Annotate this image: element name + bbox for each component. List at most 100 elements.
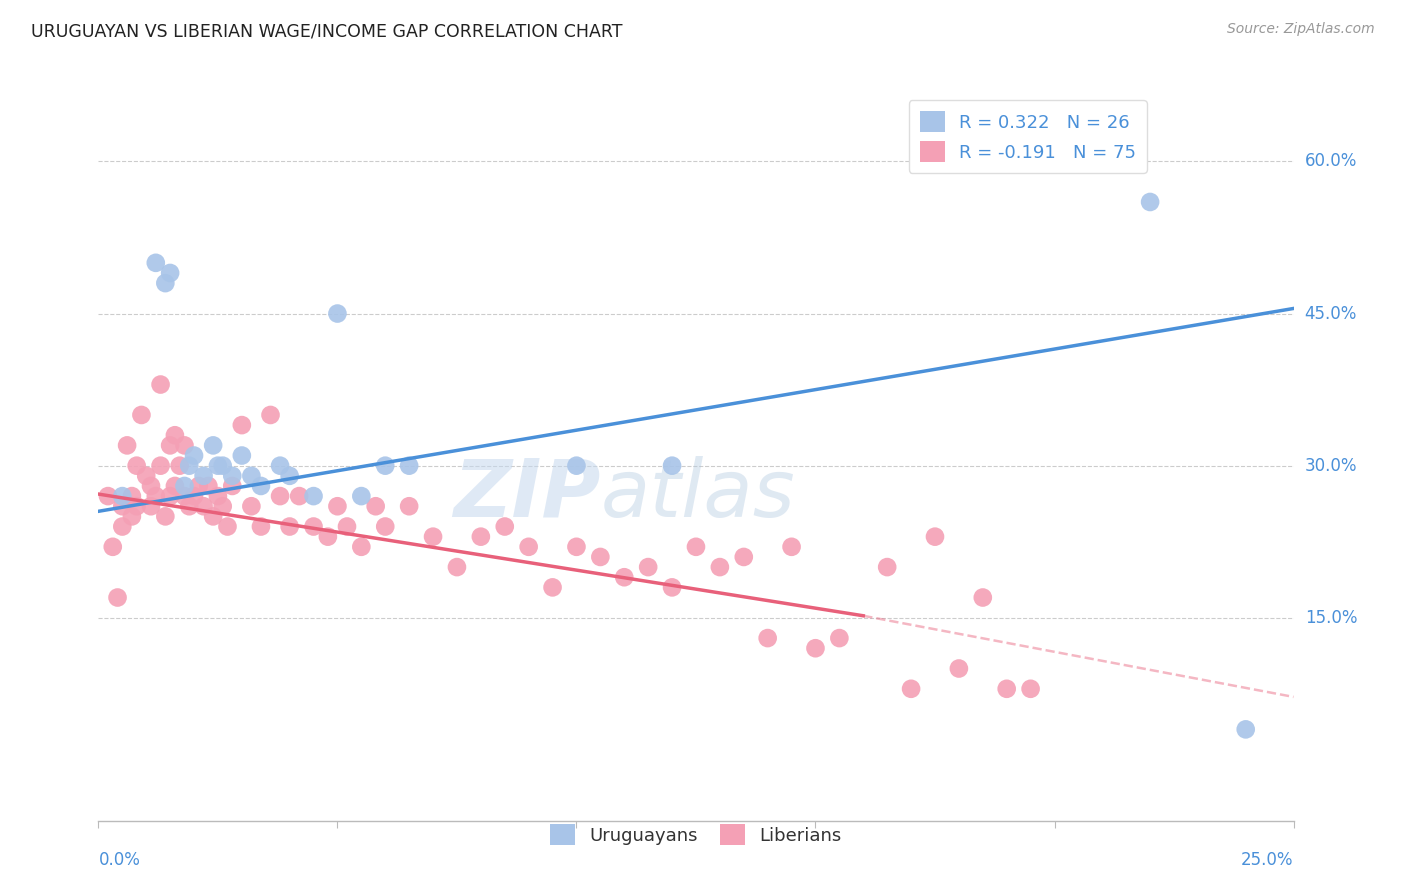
Point <box>149 377 172 392</box>
Point <box>259 408 281 422</box>
Point <box>173 479 195 493</box>
Point <box>661 458 683 473</box>
Point <box>179 500 201 514</box>
Text: 60.0%: 60.0% <box>1305 153 1357 170</box>
Text: Source: ZipAtlas.com: Source: ZipAtlas.com <box>1227 22 1375 37</box>
Point <box>326 307 349 321</box>
Point <box>155 509 177 524</box>
Point <box>637 560 659 574</box>
Point <box>422 530 444 544</box>
Point <box>756 631 779 645</box>
Point <box>336 519 359 533</box>
Point <box>374 519 396 533</box>
Point <box>470 530 492 544</box>
Legend: Uruguayans, Liberians: Uruguayans, Liberians <box>543 817 849 853</box>
Point <box>326 500 349 514</box>
Point <box>202 438 225 452</box>
Point <box>269 458 291 473</box>
Point <box>187 479 209 493</box>
Point <box>111 500 134 514</box>
Point <box>278 519 301 533</box>
Point <box>155 276 177 290</box>
Point <box>565 540 588 554</box>
Point <box>316 530 339 544</box>
Point <box>302 489 325 503</box>
Point <box>364 500 387 514</box>
Point <box>107 591 129 605</box>
Point <box>517 540 540 554</box>
Text: 15.0%: 15.0% <box>1305 609 1357 627</box>
Text: 30.0%: 30.0% <box>1305 457 1357 475</box>
Point <box>169 458 191 473</box>
Point <box>541 580 564 594</box>
Point <box>350 540 373 554</box>
Point <box>125 458 148 473</box>
Point <box>111 519 134 533</box>
Point <box>211 458 233 473</box>
Point <box>135 468 157 483</box>
Point <box>302 519 325 533</box>
Point <box>145 256 167 270</box>
Text: ZIP: ZIP <box>453 456 600 534</box>
Point <box>900 681 922 696</box>
Point <box>173 489 195 503</box>
Point <box>159 489 181 503</box>
Point <box>1234 723 1257 737</box>
Point <box>924 530 946 544</box>
Point <box>250 479 273 493</box>
Point <box>828 631 851 645</box>
Point <box>145 489 167 503</box>
Point <box>97 489 120 503</box>
Point <box>1139 194 1161 209</box>
Point <box>948 661 970 675</box>
Point <box>101 540 124 554</box>
Point <box>121 509 143 524</box>
Point <box>193 468 215 483</box>
Point <box>661 580 683 594</box>
Point <box>398 458 420 473</box>
Point <box>350 489 373 503</box>
Point <box>221 468 243 483</box>
Point <box>685 540 707 554</box>
Text: URUGUAYAN VS LIBERIAN WAGE/INCOME GAP CORRELATION CHART: URUGUAYAN VS LIBERIAN WAGE/INCOME GAP CO… <box>31 22 623 40</box>
Point <box>494 519 516 533</box>
Point <box>278 468 301 483</box>
Point <box>231 418 253 433</box>
Text: 25.0%: 25.0% <box>1241 851 1294 869</box>
Point <box>149 458 172 473</box>
Point <box>173 438 195 452</box>
Point <box>446 560 468 574</box>
Point <box>179 458 201 473</box>
Text: 0.0%: 0.0% <box>98 851 141 869</box>
Point <box>250 519 273 533</box>
Point <box>131 408 153 422</box>
Point <box>207 489 229 503</box>
Point <box>183 489 205 503</box>
Point <box>613 570 636 584</box>
Point <box>589 549 612 564</box>
Point <box>197 479 219 493</box>
Point <box>159 266 181 280</box>
Point <box>115 438 138 452</box>
Point <box>240 500 263 514</box>
Point <box>995 681 1018 696</box>
Point <box>240 468 263 483</box>
Point <box>139 479 162 493</box>
Point <box>565 458 588 473</box>
Point <box>139 500 162 514</box>
Point <box>269 489 291 503</box>
Point <box>288 489 311 503</box>
Point <box>374 458 396 473</box>
Point <box>163 428 186 442</box>
Point <box>231 449 253 463</box>
Point <box>876 560 898 574</box>
Text: atlas: atlas <box>600 456 796 534</box>
Point <box>398 500 420 514</box>
Point <box>733 549 755 564</box>
Point <box>211 500 233 514</box>
Point <box>217 519 239 533</box>
Point <box>972 591 994 605</box>
Text: 45.0%: 45.0% <box>1305 304 1357 323</box>
Point <box>780 540 803 554</box>
Point <box>193 500 215 514</box>
